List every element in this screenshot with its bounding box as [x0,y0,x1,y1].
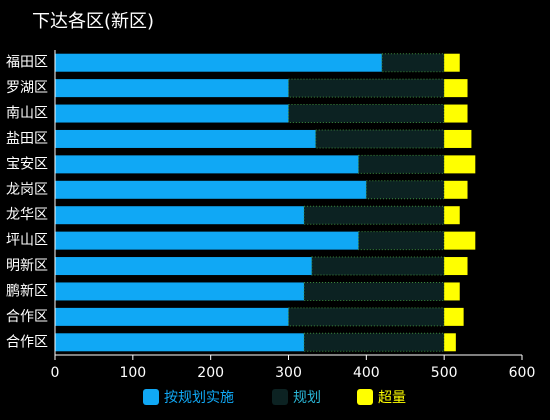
bar-segment [303,205,445,225]
x-tick-label: 300 [275,365,302,381]
bar-segment [444,53,460,72]
x-tick-label: 400 [353,365,380,381]
bar-segment [288,104,445,124]
legend-label: 超量 [378,390,406,406]
y-tick-label: 鹏新区 [6,283,48,299]
y-tick-label: 盐田区 [6,131,48,147]
bar-segment [444,257,468,276]
bar-segment [444,282,460,301]
bar-segment [381,53,445,73]
y-tick-label: 龙华区 [6,207,48,223]
bar-segment [55,206,305,225]
bar-segment [444,333,456,352]
bar-segment [444,104,468,123]
bar-segment [311,256,445,276]
bar-segment [444,129,472,148]
bar-segment [55,129,316,148]
bar-segment [55,231,359,250]
chart-title: 下达各区(新区) [32,11,154,32]
x-tick-label: 100 [119,365,146,381]
legend-label: 按规划实施 [164,390,234,406]
legend-label: 规划 [293,390,321,406]
bar-segment [358,231,445,251]
legend-swatch [357,389,373,405]
bar-segment [55,282,305,301]
y-tick-label: 南山区 [6,106,48,122]
x-tick-label: 0 [51,365,60,381]
legend-swatch [272,389,288,405]
y-tick-label: 合作区 [6,334,48,350]
bar-segment [444,79,468,98]
bar-segment [55,307,289,326]
y-tick-label: 明新区 [6,258,48,274]
bar-segment [315,129,445,149]
bar-segment [444,307,464,326]
bar-segment [303,332,445,352]
x-tick-label: 600 [509,365,536,381]
y-tick-label: 合作区 [6,309,48,325]
bar-segment [55,180,367,199]
bar-segment [55,257,312,276]
bar-segment [55,79,289,98]
bar-segment [288,307,445,327]
bar-segment [444,180,468,199]
bar-segment [444,206,460,225]
bar-segment [303,281,445,301]
y-tick-label: 宝安区 [6,156,48,172]
y-tick-label: 福田区 [6,55,48,71]
y-tick-label: 罗湖区 [6,80,48,96]
y-tick-label: 龙岗区 [6,182,48,198]
bar-segment [288,78,445,98]
bar-segment [55,53,382,72]
bar-segment [55,333,305,352]
bar-segment [365,180,445,200]
y-tick-label: 坪山区 [6,233,48,249]
bar-segment [55,155,359,174]
bar-segment [55,104,289,123]
bar-segment [444,231,476,250]
x-tick-label: 200 [197,365,224,381]
bar-segment [444,155,476,174]
x-tick-label: 500 [431,365,458,381]
legend-swatch [143,389,159,405]
bar-segment [358,154,445,174]
